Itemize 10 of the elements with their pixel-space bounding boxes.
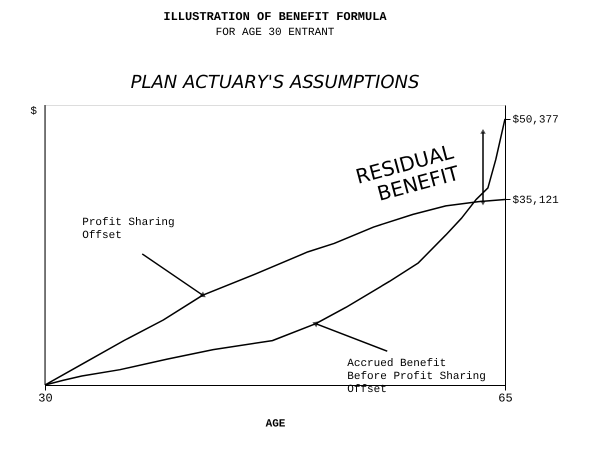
chart-subtitle: FOR AGE 30 ENTRANT bbox=[216, 27, 335, 39]
y-axis-title: $ bbox=[30, 106, 38, 118]
chart-title: ILLUSTRATION OF BENEFIT FORMULA bbox=[163, 10, 388, 24]
x-tick-label: 30 bbox=[38, 392, 53, 406]
text: PLAN ACTUARY'S ASSUMPTIONS bbox=[130, 72, 420, 93]
y-tick-label: $35,121 bbox=[512, 194, 560, 207]
x-axis-title: AGE bbox=[266, 418, 286, 430]
y-tick-label: $50,377 bbox=[512, 114, 559, 126]
x-tick-label: 65 bbox=[498, 392, 513, 406]
text: Profit Sharing Offset bbox=[82, 216, 175, 242]
